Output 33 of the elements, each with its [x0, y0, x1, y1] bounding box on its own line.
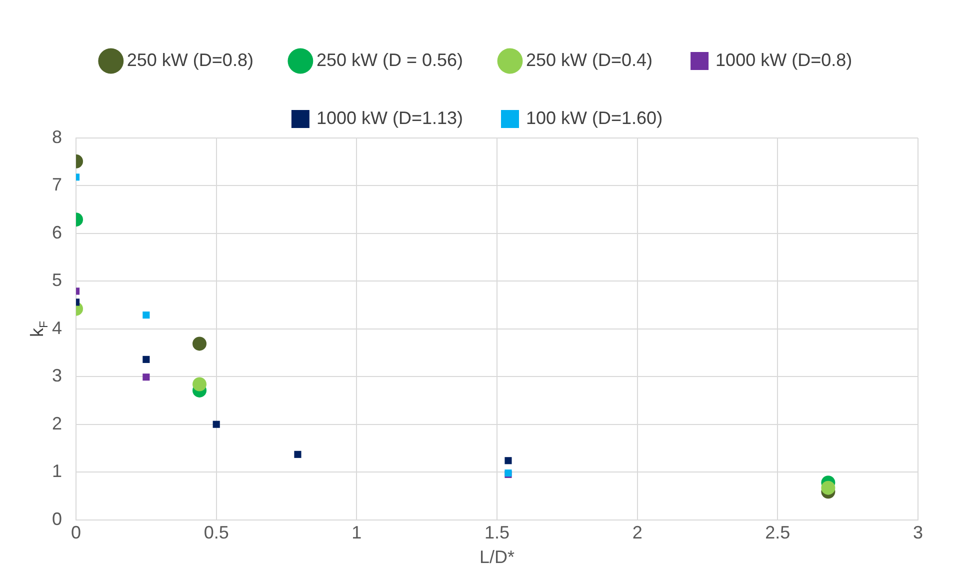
y-tick-label: 1: [52, 461, 62, 482]
point: [192, 336, 207, 351]
point: [142, 374, 150, 381]
point: [504, 457, 512, 464]
y-tick-label: 5: [52, 270, 62, 290]
point: [294, 450, 302, 458]
x-tick-label: 0: [71, 522, 82, 543]
point: [821, 480, 836, 495]
point: [192, 377, 207, 392]
y-tick-label: 0: [52, 508, 62, 529]
point: [142, 356, 150, 363]
y-tick-label: 8: [52, 126, 62, 147]
x-tick-label: 0.5: [204, 522, 229, 543]
x-axis-title: L/D*: [480, 547, 515, 568]
y-tick-label: 3: [52, 366, 62, 386]
point: [212, 420, 220, 428]
legend-label: 250 kW (D = 0.56): [316, 50, 464, 70]
y-tick-label: 6: [52, 222, 62, 242]
y-tick-label: 2: [52, 413, 62, 434]
legend-label: 250 kW (D=0.4): [526, 50, 653, 70]
x-tick-label: 3: [912, 522, 924, 543]
legend-label: 1000 kW (D=1.13): [316, 108, 464, 128]
y-tick-label: 4: [52, 318, 62, 338]
legend-label: 250 kW (D=0.8): [126, 50, 254, 70]
x-tick-label: 2.5: [765, 522, 790, 543]
x-tick-label: 1: [352, 522, 362, 543]
x-tick-label: 1.5: [484, 522, 510, 543]
x-tick-label: 2: [632, 522, 642, 543]
point: [142, 312, 150, 319]
legend-label: 100 kW (D=1.60): [526, 108, 663, 128]
y-axis-title: kF: [26, 320, 51, 337]
legend-label: 1000 kW (D=0.8): [716, 50, 852, 70]
y-tick-label: 7: [52, 174, 62, 195]
